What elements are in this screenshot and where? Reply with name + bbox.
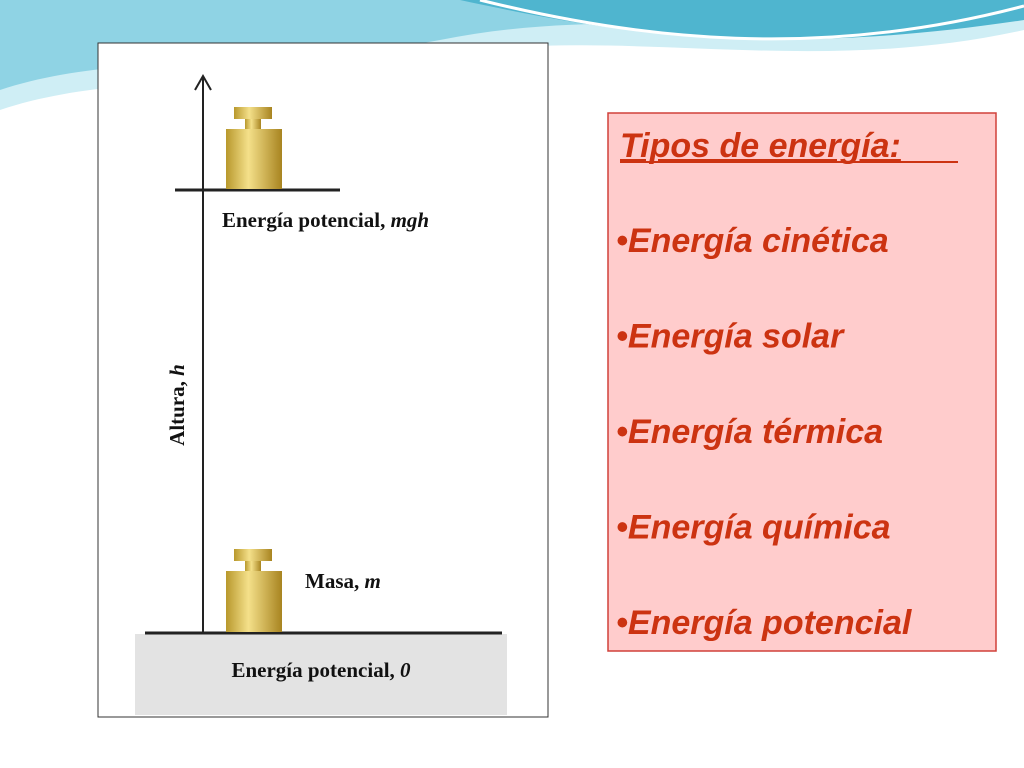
figure-frame xyxy=(97,42,549,718)
ground xyxy=(135,634,507,715)
height-label: Altura, h xyxy=(165,364,189,446)
wave-line xyxy=(479,0,1024,41)
mass-label: Masa, m xyxy=(305,569,381,593)
energy-item: •Energía térmica xyxy=(616,413,883,451)
energy-item: •Energía química xyxy=(616,509,891,547)
top-label: Energía potencial, mgh xyxy=(222,208,429,232)
energy-list: •Energía cinética •Energía solar •Energía … xyxy=(616,222,913,642)
box-title: Tipos de energía: xyxy=(620,127,901,165)
energy-item: •Energía potencial xyxy=(616,604,913,642)
energy-item: •Energía cinética xyxy=(616,222,889,260)
weight-top xyxy=(226,107,282,189)
weight-bottom xyxy=(226,549,282,632)
energy-box xyxy=(607,112,997,652)
ground-label: Energía potencial, 0 xyxy=(231,658,411,682)
arrow-head xyxy=(194,73,212,91)
energy-item: •Energía solar xyxy=(616,318,845,356)
wave xyxy=(0,0,1024,40)
